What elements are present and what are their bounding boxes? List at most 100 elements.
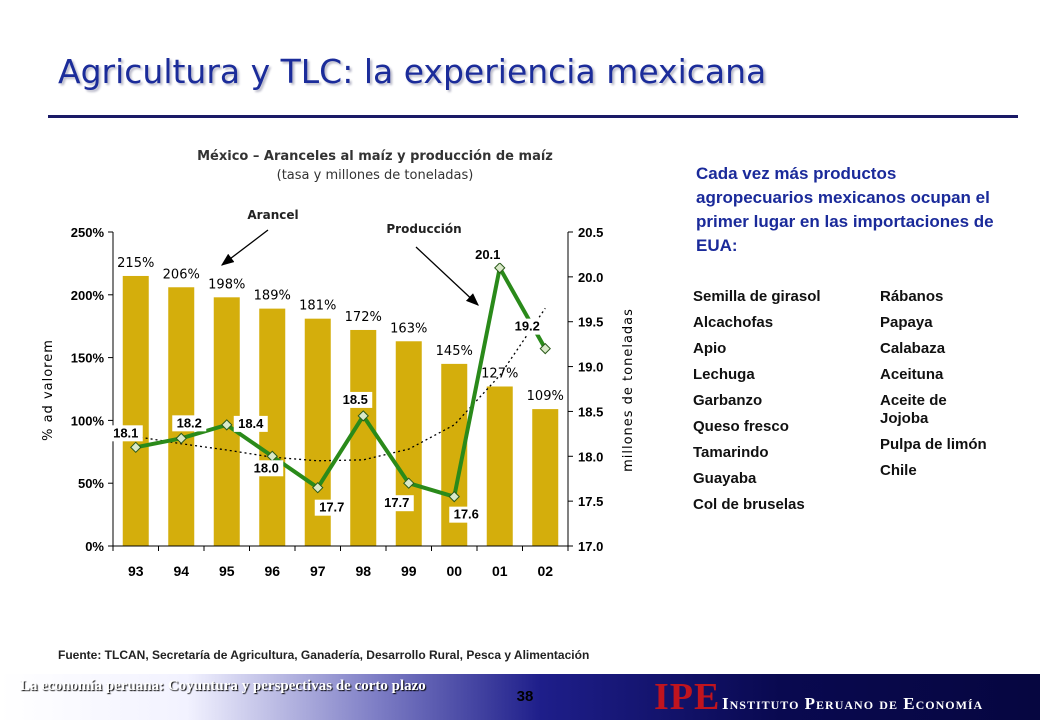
product-item: Semilla de girasol [693,288,821,305]
bar-value-label: 172% [345,310,382,325]
source-note: Fuente: TLCAN, Secretaría de Agricultura… [58,648,590,662]
produccion-label-bg [470,246,505,263]
x-tick-label: 94 [173,563,189,579]
produccion-value-label: 18.2 [177,415,202,430]
institute-name: Instituto Peruano de Economía [722,694,984,713]
produccion-value-label: 20.1 [475,247,500,262]
produccion-marker [130,441,142,454]
produccion-marker [403,477,415,489]
footer-presentation-title: La economía peruana: Coyuntura y perspec… [20,678,426,694]
produccion-value-label: 17.7 [384,495,409,510]
product-item: Papaya [880,314,933,331]
x-tick-label: 02 [537,563,553,579]
product-list-left: Semilla de girasol Alcachofas Apio Lechuga G… [693,288,873,522]
produccion-value-label: 18.5 [343,392,368,407]
y-tick-label-left: 250% [71,225,105,240]
slide-title: Agricultura y TLC: la experiencia mexica… [58,52,767,91]
product-item: Guayaba [693,470,757,487]
x-tick-label: 95 [219,563,235,579]
produccion-marker [448,490,460,503]
product-item: Apio [693,340,727,357]
produccion-value-label: 18.0 [254,460,279,475]
arancel-bar [395,341,422,546]
y-tick-label-left: 100% [71,413,105,428]
produccion-line [135,265,547,499]
bar-value-label: 109% [527,389,564,404]
trend-line [135,307,546,462]
product-item: Tamarindo [693,444,769,461]
y-tick-label-left: 200% [71,288,105,303]
y-tick-label-left: 0% [85,539,104,554]
produccion-value-label: 17.6 [454,507,479,522]
produccion-label-bg [510,318,545,335]
x-tick-label: 98 [355,563,371,579]
y-tick-label-left: 150% [71,351,105,366]
arancel-bar [350,329,377,546]
produccion-label-bg [449,506,484,523]
x-tick-label: 01 [492,563,508,579]
produccion-label-bg [172,415,207,432]
arancel-bar [122,275,149,546]
product-item: Queso fresco [693,418,789,435]
bar-value-label: 127% [481,366,518,381]
y-tick-label-right: 17.0 [578,539,603,554]
bar-value-label: 206% [163,267,200,282]
product-item: Calabaza [880,340,946,357]
produccion-marker [312,481,324,494]
x-tick-label: 93 [128,563,144,579]
produccion-marker [494,262,506,274]
produccion-marker [539,342,551,355]
product-item: Lechuga [693,366,755,383]
page-number: 38 [516,688,534,705]
produccion-value-label: 19.2 [515,319,540,334]
product-item: Col de bruselas [693,496,805,513]
product-item: Garbanzo [693,392,763,409]
y-tick-label-right: 20.0 [578,270,603,285]
product-list-right: Rábanos Papaya Calabaza Aceituna Aceite de J… [880,288,990,488]
product-item: Aceite de Jojoba [880,392,947,427]
chart-subtitle: (tasa y millones de toneladas) [276,168,474,183]
y-axis-title-right: millones de toneladas [621,308,636,472]
y-tick-label-right: 20.5 [578,225,603,240]
product-item: Aceituna [880,366,944,383]
y-tick-label-right: 19.0 [578,360,603,375]
bar-value-label: 145% [436,344,473,359]
produccion-marker [175,432,187,445]
y-tick-label-right: 18.5 [578,404,603,419]
product-item: Chile [880,462,917,479]
bar-value-label: 163% [390,321,427,336]
x-tick-label: 96 [264,563,280,579]
footer-band [0,674,1040,720]
produccion-label-bg [379,495,414,512]
produccion-label-bg [338,391,373,408]
produccion-marker [221,419,233,431]
y-tick-label-right: 18.0 [578,449,603,464]
produccion-label-bg [314,499,349,516]
product-item: Alcachofas [693,314,774,331]
produccion-marker [357,410,369,422]
bar-value-label: 198% [208,277,245,292]
y-tick-label-right: 19.5 [578,315,603,330]
bar-value-label: 189% [254,289,291,304]
intro-text: Cada vez más productos agropecuarios mex… [696,164,994,255]
produccion-value-label: 18.1 [113,425,138,440]
product-item: Pulpa de limón [880,436,987,453]
x-tick-label: 99 [401,563,417,579]
arancel-bar [486,386,513,546]
produccion-label-bg [108,425,143,442]
y-tick-label-right: 17.5 [578,494,603,509]
bar-value-label: 215% [117,256,154,271]
y-axis-title-left: % ad valorem [41,339,56,441]
produccion-value-label: 17.7 [319,500,344,515]
arancel-bar [532,409,559,546]
bar-value-label: 181% [299,299,336,314]
produccion-label-bg [233,415,268,432]
title-divider [48,115,1018,118]
ipe-logo: IPE [654,676,721,718]
x-tick-label: 97 [310,563,326,579]
annotation-arancel-arrow [220,229,269,266]
annotation-arancel: Arancel [247,208,298,222]
product-item: Rábanos [880,288,944,305]
chart-title: México – Aranceles al maíz y producción … [197,149,553,164]
